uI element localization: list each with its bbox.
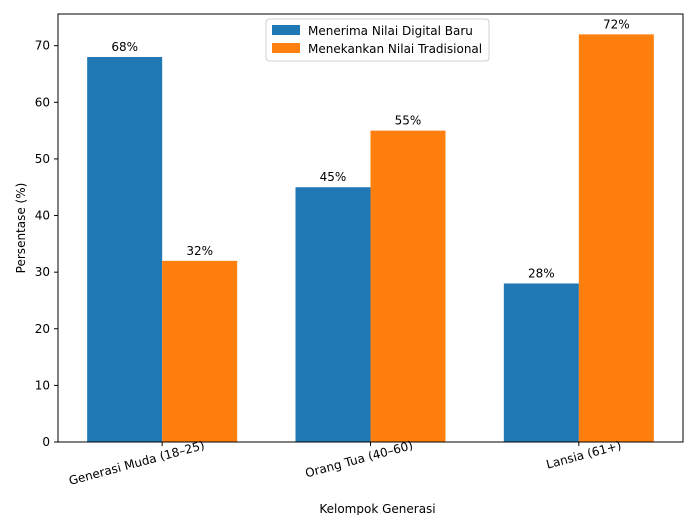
legend-swatch [272,25,300,35]
bar-digital-0 [87,57,163,442]
bar-digital-2 [503,283,579,442]
y-axis-label: Persentase (%) [14,183,28,274]
x-tick-label: Generasi Muda (18–25) [67,438,206,488]
legend-swatch [272,43,300,53]
legend-entry: Menerima Nilai Digital Baru [308,24,473,38]
y-tick-label: 10 [35,378,50,392]
legend-box [265,18,490,62]
data-label: 72% [603,17,630,31]
bar-digital-1 [295,187,371,442]
bar-traditional-2 [578,34,654,442]
legend: Menerima Nilai Digital Baru Menekankan Ni… [265,18,490,62]
y-axis-ticks: 0 10 20 30 40 50 60 70 [35,39,58,449]
bar-traditional-0 [162,260,238,442]
x-axis-label: Kelompok Generasi [319,502,435,515]
x-tick-label: Lansia (61+) [545,438,623,471]
data-label: 28% [528,266,555,280]
x-axis-ticks: Generasi Muda (18–25) Orang Tua (40–60) La… [67,438,623,488]
bar-traditional-1 [370,130,446,443]
y-tick-label: 20 [35,322,50,336]
y-tick-label: 50 [35,152,50,166]
y-tick-label: 30 [35,265,50,279]
data-label: 68% [111,40,138,54]
y-tick-label: 60 [35,95,50,109]
data-label: 32% [186,244,213,258]
data-label: 45% [320,170,347,184]
y-tick-label: 0 [42,435,50,449]
bars-layer [87,34,654,443]
y-tick-label: 40 [35,209,50,223]
data-label: 55% [395,114,422,128]
x-tick-label: Orang Tua (40–60) [304,438,415,480]
y-tick-label: 70 [35,39,50,53]
data-labels-layer: 68% 45% 28% 32% 55% 72% [111,17,629,280]
legend-entry: Menekankan Nilai Tradisional [308,42,482,56]
